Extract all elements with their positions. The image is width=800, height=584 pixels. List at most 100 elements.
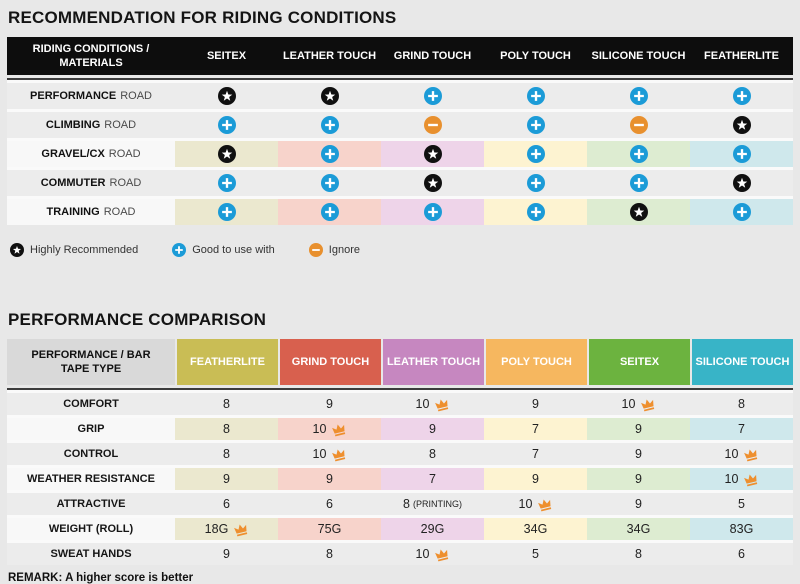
score-value: 8: [429, 447, 436, 461]
score-cell: 9: [381, 418, 484, 440]
row-label: WEIGHT (ROLL): [7, 518, 175, 540]
performance-comparison-table: PERFORMANCE / BAR TAPE TYPE FEATHERLITE GR…: [7, 339, 793, 565]
score-cell: 34G: [587, 518, 690, 540]
rating-cell: [278, 170, 381, 196]
score-value: 29G: [420, 522, 445, 536]
score-value: 8: [738, 397, 745, 411]
score-cell: 9: [175, 543, 278, 565]
row-label: GRAVEL/CX ROAD: [7, 141, 175, 167]
star-icon: [732, 174, 751, 192]
rating-cell: [690, 112, 793, 138]
score-value: 6: [738, 547, 745, 561]
row-label-rest: ROAD: [104, 119, 137, 131]
score-cell: 7: [484, 443, 587, 465]
column-header-label: PERFORMANCE / BAR TAPE TYPE: [7, 339, 175, 385]
riding-conditions-body: PERFORMANCE ROAD CLIMBING ROAD GRAVEL/CX ROAD…: [7, 80, 793, 225]
plus-icon: [526, 145, 545, 163]
score-cell: 9: [587, 493, 690, 515]
rating-cell: [175, 141, 278, 167]
score-cell: 10: [278, 418, 381, 440]
score-value: 9: [635, 472, 642, 486]
score-cell: 9: [175, 468, 278, 490]
score-cell: 9: [278, 468, 381, 490]
score-cell: 5: [690, 493, 793, 515]
score-value: 7: [738, 422, 745, 436]
rating-cell: [278, 83, 381, 109]
score-cell: 75G: [278, 518, 381, 540]
column-header: POLY TOUCH: [486, 339, 587, 385]
score-value: 8: [223, 422, 230, 436]
crown-icon: [332, 424, 346, 437]
column-header: SILICONE TOUCH: [692, 339, 793, 385]
rating-cell: [484, 199, 587, 225]
row-label: CLIMBING ROAD: [7, 112, 175, 138]
row-label: GRIP: [7, 418, 175, 440]
plus-icon: [629, 145, 648, 163]
score-cell: 8: [175, 393, 278, 415]
score-cell: 7: [690, 418, 793, 440]
score-value: 10: [724, 472, 739, 486]
score-value: 34G: [523, 522, 548, 536]
rating-cell: [587, 112, 690, 138]
score-cell: 8: [278, 543, 381, 565]
score-value: 5: [532, 547, 539, 561]
score-cell: 10: [278, 443, 381, 465]
performance-header-row: PERFORMANCE / BAR TAPE TYPE FEATHERLITE GR…: [7, 339, 793, 385]
rating-cell: [484, 170, 587, 196]
column-header: GRIND TOUCH: [280, 339, 381, 385]
row-label-bold: COMMUTER: [40, 177, 106, 189]
row-label-bold: CLIMBING: [45, 119, 101, 131]
score-value: 7: [429, 472, 436, 486]
score-value: 9: [326, 397, 333, 411]
minus-icon: [629, 116, 648, 134]
rating-cell: [484, 112, 587, 138]
score-cell: 9: [484, 393, 587, 415]
column-header: LEATHER TOUCH: [282, 50, 377, 62]
score-value: 10: [312, 422, 327, 436]
score-cell: 10: [484, 493, 587, 515]
score-cell: 9: [587, 468, 690, 490]
rating-cell: [690, 141, 793, 167]
table-row: CLIMBING ROAD: [7, 112, 793, 138]
plus-icon: [320, 174, 339, 192]
rating-cell: [381, 112, 484, 138]
score-cell: 6: [278, 493, 381, 515]
plus-icon: [526, 116, 545, 134]
column-header: LEATHER TOUCH: [383, 339, 484, 385]
legend-item: Good to use with: [172, 243, 275, 257]
row-label-rest: ROAD: [103, 206, 136, 218]
score-cell: 9: [587, 418, 690, 440]
plus-icon: [423, 87, 442, 105]
score-value: 10: [724, 447, 739, 461]
rating-cell: [278, 112, 381, 138]
row-label: PERFORMANCE ROAD: [7, 83, 175, 109]
star-icon: [10, 243, 24, 257]
score-cell: 18G: [175, 518, 278, 540]
rating-cell: [484, 83, 587, 109]
column-header: SILICONE TOUCH: [591, 50, 686, 62]
plus-icon: [629, 174, 648, 192]
score-value: 8: [635, 547, 642, 561]
table-row: GRAVEL/CX ROAD: [7, 141, 793, 167]
score-cell: 8 (PRINTING): [381, 493, 484, 515]
plus-icon: [320, 203, 339, 221]
row-label: COMMUTER ROAD: [7, 170, 175, 196]
score-value: 8: [326, 547, 333, 561]
plus-icon: [320, 116, 339, 134]
plus-icon: [732, 87, 751, 105]
table-row: GRIP 8 10 9 7 9 7: [7, 418, 793, 440]
row-label: TRAINING ROAD: [7, 199, 175, 225]
minus-icon: [308, 243, 323, 257]
column-header-label: RIDING CONDITIONS / MATERIALS: [32, 42, 150, 69]
crown-icon: [435, 399, 449, 412]
row-label: WEATHER RESISTANCE: [7, 468, 175, 490]
score-cell: 8: [690, 393, 793, 415]
plus-icon: [217, 203, 236, 221]
table-row: COMFORT 8 9 10 9 10 8: [7, 393, 793, 415]
score-cell: 6: [175, 493, 278, 515]
legend-item: Ignore: [308, 243, 360, 257]
table-row: WEATHER RESISTANCE 9 9 7 9 9 10: [7, 468, 793, 490]
score-value: 10: [312, 447, 327, 461]
riding-conditions-table: RIDING CONDITIONS / MATERIALS SEITEX LEATH…: [7, 37, 793, 225]
